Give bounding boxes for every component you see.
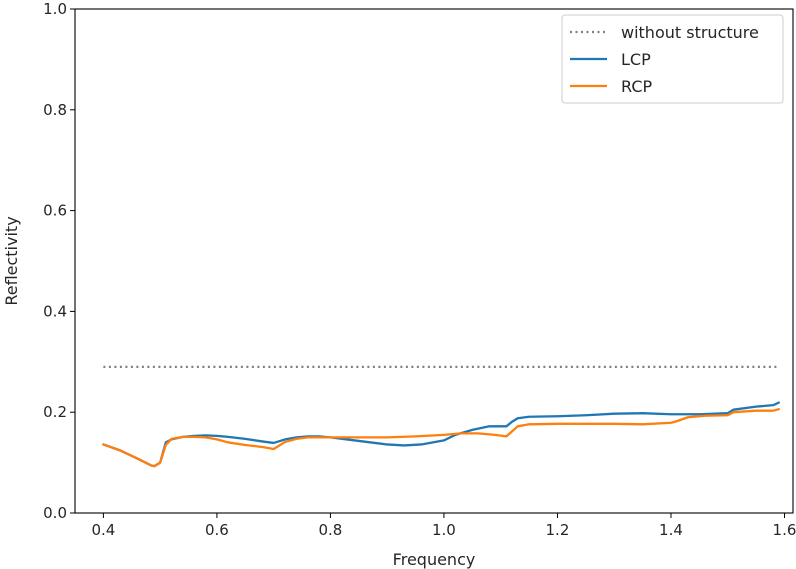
series-layer xyxy=(102,365,780,468)
x-tick-label: 0.8 xyxy=(318,521,342,539)
legend-label: without structure xyxy=(621,23,759,42)
y-tick-label: 0.0 xyxy=(43,504,67,522)
y-tick-label: 0.2 xyxy=(43,403,67,421)
series-line-rcp xyxy=(102,408,780,468)
x-tick-label: 1.4 xyxy=(659,521,683,539)
legend-label: LCP xyxy=(621,50,651,69)
y-tick-label: 0.6 xyxy=(43,202,67,220)
x-tick-label: 1.2 xyxy=(546,521,570,539)
x-tick-label: 0.6 xyxy=(205,521,229,539)
x-tick-label: 0.4 xyxy=(91,521,115,539)
y-tick-label: 1.0 xyxy=(43,0,67,18)
x-tick-label: 1.0 xyxy=(432,521,456,539)
axes-layer: 0.4 0.6 0.8 1.0 1.2 1.4 1.6 0.0 0.2 0.4 0.6 0.8 1.0 xyxy=(43,0,796,539)
y-tick-label: 0.8 xyxy=(43,101,67,119)
legend: without structure LCP RCP xyxy=(561,14,784,104)
x-axis-label: Frequency xyxy=(393,550,476,569)
y-tick-label: 0.4 xyxy=(43,302,67,320)
y-axis-label: Reflectivity xyxy=(2,216,21,305)
axes-frame xyxy=(74,8,794,514)
legend-box xyxy=(561,14,784,104)
legend-label: RCP xyxy=(621,77,652,96)
x-tick-label: 1.6 xyxy=(773,521,796,539)
